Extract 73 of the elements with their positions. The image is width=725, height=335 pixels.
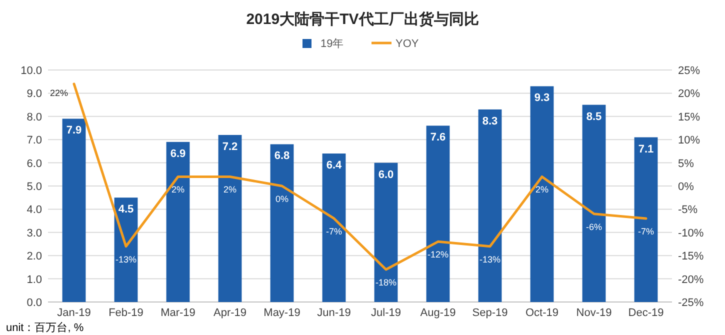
data-label: -6% <box>586 222 602 232</box>
data-label: 8.5 <box>586 110 602 123</box>
y2-tick-label: -10% <box>678 227 704 240</box>
data-label: -13% <box>479 254 501 264</box>
y-tick-label: 5.0 <box>26 181 42 193</box>
data-label: -12% <box>427 250 449 260</box>
data-label: 6.0 <box>378 168 394 181</box>
x-tick-label: Sep-19 <box>472 307 508 319</box>
data-label: 8.3 <box>482 115 498 128</box>
x-tick-label: Mar-19 <box>160 307 196 319</box>
legend-label: YOY <box>396 38 420 50</box>
y2-tick-label: 25% <box>678 65 700 77</box>
y-tick-label: 2.0 <box>26 250 42 263</box>
y2-tick-label: 5% <box>678 158 694 170</box>
x-tick-label: Feb-19 <box>108 307 144 319</box>
bar <box>374 162 398 302</box>
x-tick-label: Jul-19 <box>371 307 401 319</box>
y-tick-label: 10.0 <box>20 65 42 77</box>
data-label: -13% <box>115 254 137 264</box>
chart-title: 2019大陆骨干TV代工厂出货与同比 <box>246 11 479 28</box>
bar <box>530 86 554 302</box>
data-label: -18% <box>375 278 397 288</box>
bar <box>166 142 190 302</box>
bar <box>218 134 242 302</box>
data-label: 6.9 <box>170 148 186 160</box>
data-label: 9.3 <box>534 92 550 104</box>
x-tick-label: Apr-19 <box>213 307 247 319</box>
x-tick-label: Dec-19 <box>628 307 664 319</box>
y-tick-label: 1.0 <box>26 274 42 286</box>
data-label: 4.5 <box>118 204 134 216</box>
legend-label: 19年 <box>320 38 344 50</box>
y-tick-label: 8.0 <box>26 111 42 124</box>
data-label: 7.2 <box>222 140 238 153</box>
data-label: -7% <box>638 226 654 236</box>
x-tick-label: Jun-19 <box>317 307 351 319</box>
x-tick-label: Oct-19 <box>525 307 559 319</box>
y2-tick-label: 20% <box>678 88 700 100</box>
y-tick-label: 9.0 <box>26 88 42 100</box>
y-tick-label: 7.0 <box>26 134 42 147</box>
data-label: 0% <box>275 194 289 204</box>
x-tick-label: Nov-19 <box>576 307 612 319</box>
bar <box>582 104 606 302</box>
data-label: 7.1 <box>638 143 654 156</box>
x-tick-label: Jan-19 <box>57 307 91 319</box>
data-label: 6.8 <box>274 150 290 162</box>
bar <box>62 118 86 302</box>
bar <box>322 154 346 302</box>
bar <box>634 137 658 302</box>
x-tick-label: May-19 <box>264 307 300 319</box>
data-label: 7.9 <box>66 124 82 137</box>
y2-tick-label: 15% <box>678 111 700 124</box>
bar <box>270 144 294 302</box>
x-tick-label: Aug-19 <box>420 307 456 319</box>
data-label: 22% <box>50 88 68 98</box>
data-label: 6.4 <box>326 160 343 172</box>
bar <box>426 126 450 302</box>
data-label: 2% <box>171 184 185 195</box>
y-tick-label: 4.0 <box>26 204 42 216</box>
y-tick-label: 3.0 <box>26 227 42 240</box>
y-tick-label: 6.0 <box>26 158 42 170</box>
y-tick-label: 0.0 <box>26 297 42 309</box>
y2-tick-label: 10% <box>678 134 700 147</box>
y2-tick-label: -20% <box>678 274 704 286</box>
data-label: 7.6 <box>430 132 446 144</box>
y2-tick-label: -5% <box>678 204 698 216</box>
data-label: 2% <box>535 184 549 195</box>
text: unit：百万台, % <box>6 321 84 334</box>
bar <box>478 109 502 302</box>
y2-tick-label: -25% <box>678 297 704 309</box>
data-label: 2% <box>223 184 237 195</box>
y2-tick-label: 0% <box>678 181 694 193</box>
data-label: -7% <box>326 226 342 236</box>
y2-tick-label: -15% <box>678 250 704 263</box>
